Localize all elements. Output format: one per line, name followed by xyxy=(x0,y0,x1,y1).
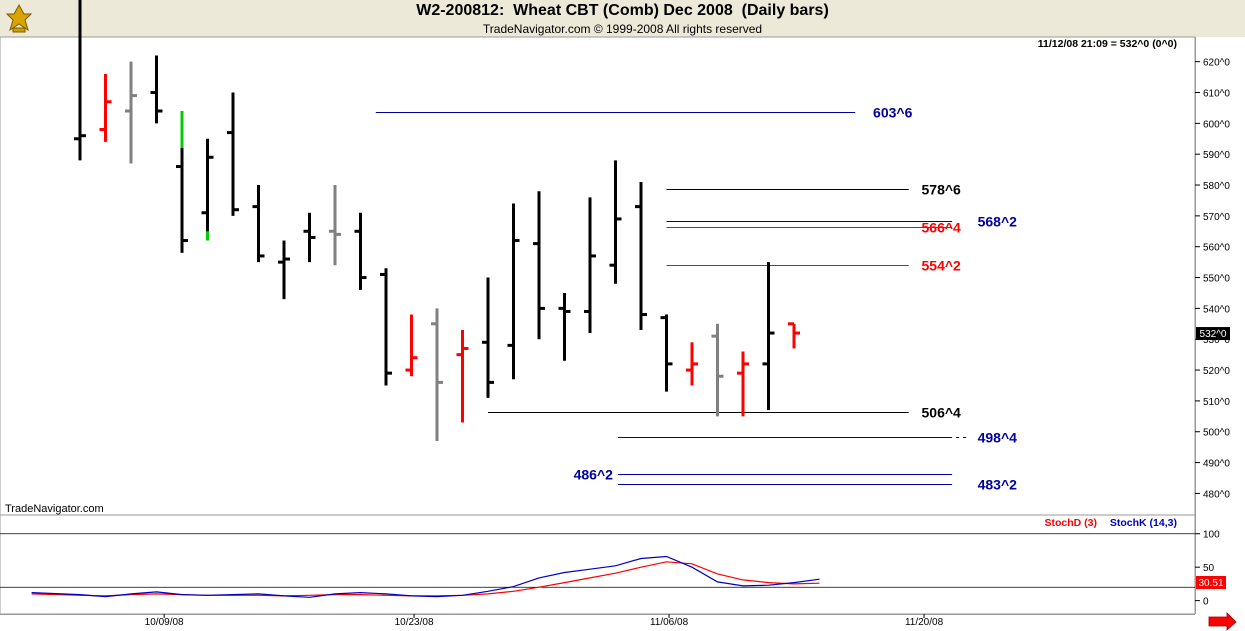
level-label: 498^4 xyxy=(978,430,1018,446)
support-resistance-levels: 603^6 578^6 568^2 566^4 554^2 506^4 498^4 486^2… xyxy=(375,105,1018,493)
date-ticks: 10/09/08 10/23/08 11/06/08 11/20/08 xyxy=(145,614,944,628)
date-tick-label: 11/06/08 xyxy=(650,617,689,628)
price-tick-label: 580^0 xyxy=(1203,181,1230,192)
level-label: 566^4 xyxy=(922,220,962,236)
price-tick-label: 620^0 xyxy=(1203,58,1230,69)
price-tick-label: 570^0 xyxy=(1203,212,1230,223)
stochk-line xyxy=(31,555,820,598)
copyright-text: TradeNavigator.com © 1999-2008 All right… xyxy=(482,22,763,36)
price-tick-label: 600^0 xyxy=(1203,119,1230,130)
level-label: 578^6 xyxy=(922,182,962,198)
level-label: 506^4 xyxy=(922,405,962,421)
stochastic-ticks: 100 50 0 xyxy=(1195,530,1220,608)
level-label: 603^6 xyxy=(873,105,913,121)
stochastic-legend: StochD (3) StochK (14,3) xyxy=(1045,517,1178,529)
level-label: 483^2 xyxy=(978,477,1018,493)
svg-text:30.51: 30.51 xyxy=(1198,578,1223,589)
timestamp-readout: 11/12/08 21:09 = 532^0 (0^0) xyxy=(1038,38,1177,50)
date-tick-label: 10/09/08 xyxy=(145,617,184,628)
level-label: 554^2 xyxy=(922,258,962,274)
level-label: 568^2 xyxy=(978,214,1018,230)
price-ticks: 620^0 610^0 600^0 590^0 580^0 570^0 560^0 550^0… xyxy=(1195,58,1230,500)
last-price-tag: 532^0 xyxy=(1196,327,1230,341)
title-bar: W2-200812: Wheat CBT (Comb) Dec 2008 (Da… xyxy=(0,0,1245,38)
price-panel xyxy=(0,36,1196,516)
level-label: 486^2 xyxy=(574,467,614,483)
price-tick-label: 520^0 xyxy=(1203,366,1230,377)
stochastic-reference-lines xyxy=(0,533,1195,588)
stochastic-value-tag: 30.51 xyxy=(1196,576,1226,589)
svg-text:532^0: 532^0 xyxy=(1200,329,1227,340)
stochastic-tick-label: 100 xyxy=(1203,530,1220,541)
scroll-right-arrow-icon[interactable] xyxy=(1208,612,1237,631)
price-tick-label: 550^0 xyxy=(1203,274,1230,285)
price-tick-label: 500^0 xyxy=(1203,428,1230,439)
date-axis xyxy=(0,614,1245,631)
price-tick-label: 530^0 xyxy=(1203,335,1230,346)
price-axis xyxy=(1195,37,1245,515)
date-tick-label: 11/20/08 xyxy=(905,617,944,628)
price-tick-label: 560^0 xyxy=(1203,243,1230,254)
price-tick-label: 510^0 xyxy=(1203,397,1230,408)
legend-stochd: StochD (3) xyxy=(1045,517,1098,529)
stochastic-panel xyxy=(0,514,1196,615)
chart-title: W2-200812: Wheat CBT (Comb) Dec 2008 (Da… xyxy=(416,2,829,19)
trader-logo-icon xyxy=(5,3,33,33)
price-bars xyxy=(74,0,800,441)
price-tick-label: 610^0 xyxy=(1203,89,1230,100)
price-tick-label: 540^0 xyxy=(1203,304,1230,315)
date-tick-label: 10/23/08 xyxy=(395,617,434,628)
price-tick-label: 490^0 xyxy=(1203,459,1230,470)
stochastic-tick-label: 50 xyxy=(1203,563,1215,574)
legend-stochk: StochK (14,3) xyxy=(1110,517,1177,529)
price-tick-label: 480^0 xyxy=(1203,489,1230,500)
stochastic-tick-label: 0 xyxy=(1203,597,1209,608)
stochastic-lines xyxy=(31,555,820,598)
price-tick-label: 590^0 xyxy=(1203,150,1230,161)
watermark-text: TradeNavigator.com xyxy=(5,503,104,515)
